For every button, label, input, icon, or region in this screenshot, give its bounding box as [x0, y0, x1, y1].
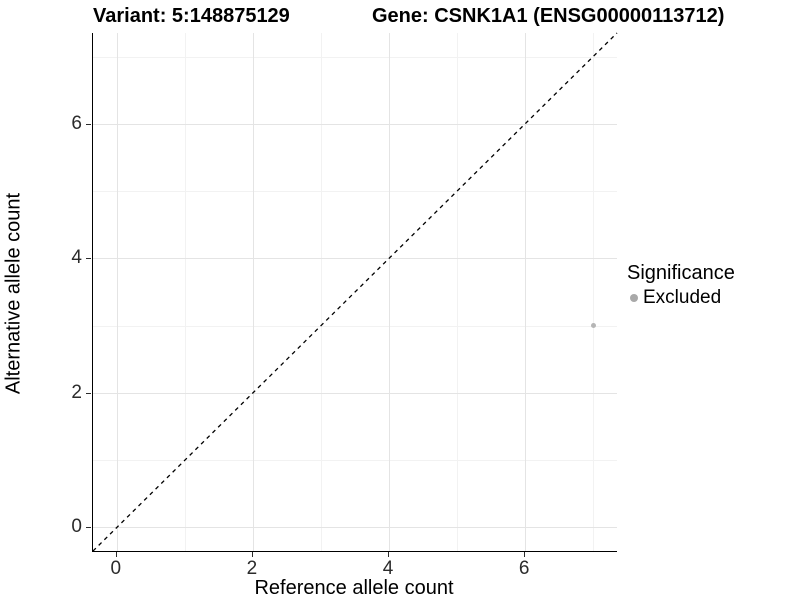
- gridline-y-major: [93, 527, 617, 529]
- x-tick-mark: [251, 552, 253, 557]
- gridline-x-major: [252, 33, 254, 551]
- x-axis-title: Reference allele count: [254, 577, 454, 599]
- gridline-y-minor: [93, 325, 617, 327]
- data-point: [590, 323, 596, 329]
- y-tick-mark: [86, 392, 91, 394]
- identity-dashed-line: [92, 32, 618, 552]
- legend-entry-excluded: Excluded: [627, 287, 735, 309]
- gridline-y-major: [93, 258, 617, 260]
- x-tick-mark: [115, 552, 117, 557]
- y-axis-title: Alternative allele count: [2, 192, 25, 395]
- x-tick-label: 2: [246, 558, 258, 579]
- gridline-y-minor: [93, 460, 617, 462]
- gridline-x-minor: [184, 33, 186, 551]
- y-tick-label: 6: [71, 112, 82, 134]
- plot-title-variant: Variant: 5:148875129: [93, 5, 290, 27]
- gridline-x-minor: [593, 33, 595, 551]
- gridline-y-minor: [93, 56, 617, 58]
- legend-entry-label: Excluded: [643, 287, 722, 308]
- x-tick-mark: [388, 552, 390, 557]
- x-tick-label: 6: [518, 558, 530, 579]
- y-tick-mark: [86, 123, 91, 125]
- gridline-y-minor: [93, 191, 617, 193]
- legend: Significance Excluded: [627, 262, 735, 309]
- x-tick-mark: [524, 552, 526, 557]
- gridline-x-minor: [320, 33, 322, 551]
- y-tick-label: 0: [71, 516, 82, 538]
- plot-title-gene: Gene: CSNK1A1 (ENSG00000113712): [372, 5, 725, 27]
- gridline-x-major: [525, 33, 527, 551]
- x-tick-label: 0: [110, 558, 122, 579]
- gridline-y-major: [93, 123, 617, 125]
- y-tick-label: 2: [71, 381, 82, 403]
- gridline-x-major: [116, 33, 118, 551]
- y-tick-mark: [86, 258, 91, 260]
- plot-panel: [92, 32, 618, 552]
- gridline-y-major: [93, 392, 617, 394]
- gridline-x-major: [389, 33, 391, 551]
- legend-title: Significance: [627, 262, 735, 284]
- y-tick-label: 4: [71, 247, 82, 269]
- gridline-x-minor: [457, 33, 459, 551]
- y-tick-mark: [86, 527, 91, 529]
- legend-point-icon: [630, 294, 638, 302]
- x-tick-label: 4: [382, 558, 394, 579]
